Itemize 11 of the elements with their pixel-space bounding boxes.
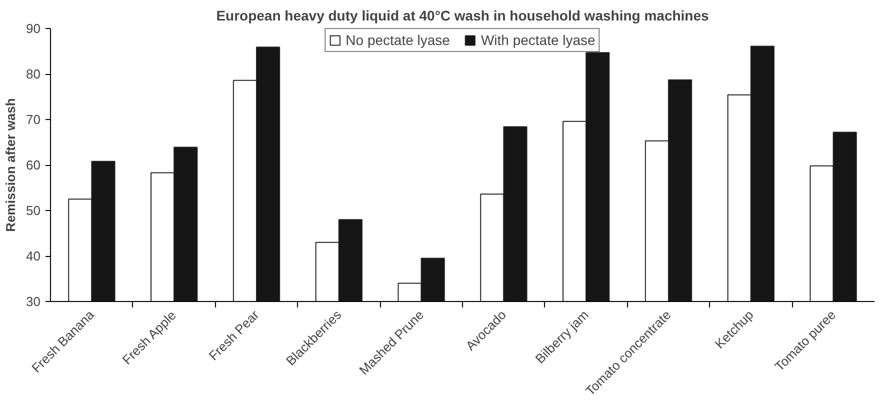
y-tick-label: 80	[26, 66, 41, 82]
legend-label: No pectate lyase	[346, 32, 450, 48]
legend-label: With pectate lyase	[480, 32, 596, 48]
y-axis-title: Remission after wash	[3, 98, 18, 232]
y-tick-label: 90	[26, 21, 41, 36]
y-tick-label: 30	[26, 294, 41, 309]
y-tick-label: 40	[26, 248, 41, 264]
chart-title: European heavy duty liquid at 40°C wash in household washing machines	[216, 8, 710, 24]
y-tick-label: 70	[26, 112, 41, 127]
y-tick-label: 50	[26, 203, 41, 218]
y-tick-label: 60	[26, 158, 41, 172]
